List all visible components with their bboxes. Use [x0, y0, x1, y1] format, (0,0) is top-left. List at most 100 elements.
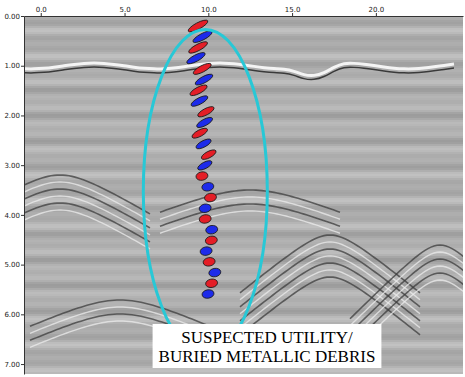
annotation-text: SUSPECTED UTILITY/ [181, 328, 353, 347]
texture-band [24, 78, 463, 80]
hyperbola [350, 259, 463, 333]
texture-band [24, 76, 463, 78]
annotation: SUSPECTED UTILITY/BURIED METALLIC DEBRIS [153, 324, 382, 368]
texture-band [24, 136, 463, 138]
texture-band [24, 162, 463, 164]
anomaly-blob [201, 289, 214, 299]
anomaly-blob [205, 235, 218, 245]
x-axis-line [25, 16, 464, 17]
texture-band [24, 220, 463, 222]
anomaly-blob [196, 159, 213, 172]
y-tick-label: 0.00 [4, 13, 20, 21]
x-tick: 20.0 [369, 6, 385, 16]
radargram-figure: 0.05.010.015.020.00.001.002.003.004.005.… [0, 0, 465, 377]
anomaly-blob [205, 278, 218, 288]
texture-band [24, 260, 463, 262]
texture-band [24, 372, 463, 374]
y-tick-mark [21, 215, 24, 216]
texture-band [24, 232, 463, 234]
texture-band [24, 198, 463, 200]
anomaly-blob [199, 203, 212, 213]
x-tick: 0.0 [36, 6, 47, 16]
texture-band [24, 144, 463, 146]
texture-band [24, 142, 463, 144]
x-tick-label: 5.0 [119, 6, 130, 14]
anomaly-blob [191, 126, 209, 140]
texture [24, 16, 463, 374]
texture-band [24, 120, 463, 122]
texture-band [24, 122, 463, 124]
texture-band [24, 246, 463, 248]
texture-band [24, 24, 463, 26]
texture-band [24, 88, 463, 90]
hyperbola [160, 204, 340, 226]
texture-band [24, 164, 463, 166]
anomaly-blob [205, 225, 218, 235]
texture-band [24, 30, 463, 32]
x-tick-label: 10.0 [201, 6, 217, 14]
hyperbola [350, 252, 463, 326]
texture-band [24, 116, 463, 118]
y-tick: 6.00 [4, 311, 24, 319]
texture-band [24, 128, 463, 130]
y-axis: 0.001.002.003.004.005.006.007.00 [4, 13, 24, 375]
anomaly [185, 18, 221, 299]
texture-band [24, 212, 463, 214]
texture-band [24, 262, 463, 264]
y-tick-mark [21, 66, 24, 67]
x-tick-label: 0.0 [36, 6, 47, 14]
y-axis-line [24, 17, 25, 375]
texture-band [24, 228, 463, 230]
texture-band [24, 154, 463, 156]
anomaly-blob [190, 94, 209, 108]
texture-band [24, 100, 463, 102]
texture-band [24, 42, 463, 44]
hyperbola [24, 203, 150, 242]
y-tick-label: 2.00 [4, 112, 20, 120]
anomaly-blob [195, 137, 213, 151]
surface-reflection [24, 67, 454, 79]
x-tick: 10.0 [201, 6, 217, 16]
texture-band [24, 368, 463, 370]
anomaly-blob [201, 182, 214, 192]
texture-band [24, 112, 463, 114]
texture-band [24, 92, 463, 94]
texture-band [24, 86, 463, 88]
texture-band [24, 106, 463, 108]
texture-band [24, 54, 463, 56]
y-tick-label: 3.00 [4, 162, 20, 170]
texture-band [24, 218, 463, 220]
texture-band [24, 252, 463, 254]
y-tick: 5.00 [4, 261, 24, 269]
texture-band [24, 80, 463, 82]
texture-band [24, 58, 463, 60]
texture-band [24, 200, 463, 202]
texture-band [24, 146, 463, 148]
y-tick-label: 7.00 [4, 361, 20, 369]
texture-band [24, 52, 463, 54]
texture-band [24, 222, 463, 224]
texture-band [24, 268, 463, 270]
texture-band [24, 102, 463, 104]
texture-band [24, 214, 463, 216]
texture-band [24, 130, 463, 132]
y-tick: 1.00 [4, 62, 24, 70]
hyperbola [24, 182, 150, 221]
x-tick: 15.0 [285, 6, 301, 16]
texture-band [24, 370, 463, 372]
texture-band [24, 172, 463, 174]
anomaly-blob [196, 105, 215, 119]
texture-band [24, 240, 463, 242]
anomaly-blob [204, 192, 217, 202]
texture-band [24, 138, 463, 140]
texture-band [24, 140, 463, 142]
texture-band [24, 108, 463, 110]
x-tick-label: 15.0 [285, 6, 301, 14]
texture-band [24, 20, 463, 22]
texture-band [24, 226, 463, 228]
y-tick: 0.00 [4, 13, 24, 21]
texture-band [24, 50, 463, 52]
texture-band [24, 22, 463, 24]
y-tick-mark [21, 364, 24, 365]
texture-band [24, 174, 463, 176]
